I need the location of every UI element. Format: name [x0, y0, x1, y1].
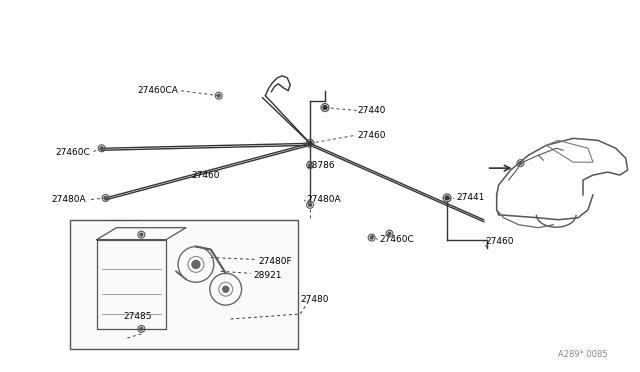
Text: A289* 0085: A289* 0085 [558, 350, 608, 359]
Circle shape [370, 236, 373, 239]
Circle shape [100, 147, 103, 150]
Circle shape [308, 141, 312, 145]
Text: 27480F: 27480F [259, 257, 292, 266]
Text: 27460C: 27460C [380, 235, 414, 244]
Circle shape [223, 286, 228, 292]
Text: 27460: 27460 [358, 131, 386, 140]
Text: 27460CA: 27460CA [137, 86, 178, 95]
Circle shape [388, 232, 391, 235]
Text: 27460C: 27460C [55, 148, 90, 157]
Text: 27480A: 27480A [306, 195, 340, 204]
Circle shape [192, 260, 200, 268]
Circle shape [323, 106, 327, 110]
Text: 28786: 28786 [306, 161, 335, 170]
Text: 27485: 27485 [124, 311, 152, 321]
Text: 27480: 27480 [300, 295, 329, 304]
Text: 28921: 28921 [253, 271, 282, 280]
Circle shape [445, 196, 449, 200]
Bar [70, 220, 298, 349]
Text: 27460: 27460 [191, 171, 220, 180]
Text: 27441: 27441 [456, 193, 484, 202]
Circle shape [308, 203, 312, 206]
Circle shape [104, 196, 107, 199]
Text: 27460: 27460 [486, 237, 515, 246]
Circle shape [519, 162, 522, 165]
Circle shape [308, 164, 312, 167]
Circle shape [140, 327, 143, 330]
Circle shape [140, 233, 143, 236]
Text: 27440: 27440 [358, 106, 386, 115]
Circle shape [217, 94, 220, 97]
Text: 27480A: 27480A [51, 195, 86, 204]
